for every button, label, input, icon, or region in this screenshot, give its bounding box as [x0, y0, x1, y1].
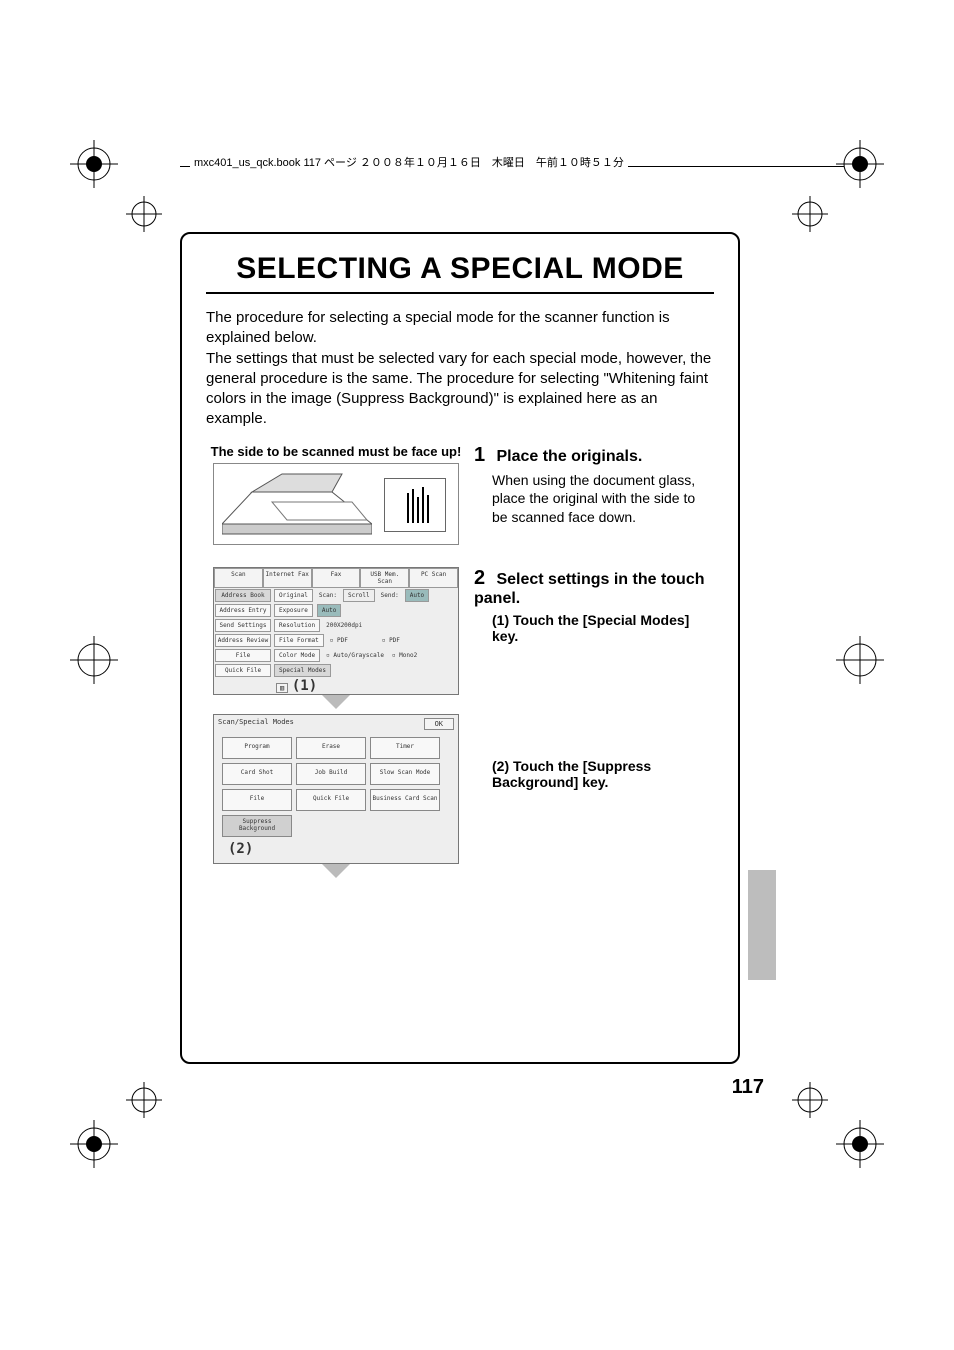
- scanner-figure: The side to be scanned must be face up!: [206, 444, 466, 545]
- reg-mark: [836, 1120, 884, 1168]
- arrow-down-icon: [206, 695, 466, 714]
- btn-file[interactable]: File: [215, 649, 271, 662]
- sheet-icon: [384, 478, 446, 532]
- reg-mark: [70, 636, 118, 684]
- tab-fax[interactable]: Fax: [312, 568, 361, 588]
- page-title: SELECTING A SPECIAL MODE: [206, 252, 714, 294]
- btn-address-book[interactable]: Address Book: [215, 589, 271, 602]
- opt-exposure[interactable]: Exposure: [274, 604, 313, 617]
- btn-suppress-background[interactable]: Suppress Background: [222, 815, 292, 837]
- reg-mark-small: [120, 1076, 168, 1124]
- step-1-row: The side to be scanned must be face up!: [206, 444, 714, 545]
- btn-card-shot[interactable]: Card Shot: [222, 763, 292, 785]
- ok-button[interactable]: OK: [424, 718, 454, 730]
- btn-auto[interactable]: Auto: [405, 589, 429, 602]
- reg-mark-small: [786, 190, 834, 238]
- btn-business-card-scan[interactable]: Business Card Scan: [370, 789, 440, 811]
- side-tab: [748, 870, 776, 980]
- preview-icon[interactable]: ▥: [276, 683, 288, 693]
- callout-1: (1): [292, 678, 317, 694]
- page: mxc401_us_qck.book 117 ページ ２００８年１０月１６日 木…: [0, 0, 954, 1350]
- lbl-send: Send:: [381, 592, 399, 599]
- touch-panel-main: Scan Internet Fax Fax USB Mem. Scan PC S…: [213, 567, 459, 695]
- tab-usb-mem-scan[interactable]: USB Mem. Scan: [360, 568, 409, 588]
- btn-program[interactable]: Program: [222, 737, 292, 759]
- opt-special-modes[interactable]: Special Modes: [274, 664, 331, 677]
- step-2-number: 2: [474, 567, 492, 590]
- page-number: 117: [732, 1076, 764, 1099]
- reg-mark-small: [120, 190, 168, 238]
- btn-job-build[interactable]: Job Build: [296, 763, 366, 785]
- step-2-heading: Select settings in the touch panel.: [474, 571, 704, 607]
- reg-mark: [70, 1120, 118, 1168]
- intro-text: The procedure for selecting a special mo…: [206, 308, 714, 430]
- callout-2: (2): [228, 841, 253, 857]
- btn-erase[interactable]: Erase: [296, 737, 366, 759]
- header-filename: mxc401_us_qck.book 117 ページ ２００８年１０月１６日 木…: [190, 154, 628, 170]
- scanner-illustration: [213, 463, 459, 545]
- content-frame: SELECTING A SPECIAL MODE The procedure f…: [180, 232, 740, 1064]
- tab-pc-scan[interactable]: PC Scan: [409, 568, 458, 588]
- val-cm2: ▫ Mono2: [392, 652, 417, 659]
- btn-address-review[interactable]: Address Review: [215, 634, 271, 647]
- val-resolution: 200X200dpi: [326, 622, 362, 629]
- step-1-number: 1: [474, 444, 492, 467]
- arrow-down-icon: [206, 864, 466, 883]
- lbl-scan: Scan:: [319, 592, 337, 599]
- step-2-row: Scan Internet Fax Fax USB Mem. Scan PC S…: [206, 567, 714, 883]
- reg-mark: [836, 636, 884, 684]
- btn-quick-file2[interactable]: Quick File: [296, 789, 366, 811]
- opt-color-mode[interactable]: Color Mode: [274, 649, 320, 662]
- val-ff-pdf2: ▫ PDF: [382, 637, 400, 644]
- val-exposure[interactable]: Auto: [317, 604, 341, 617]
- step-2-sub1: (1) Touch the [Special Modes] key.: [492, 612, 714, 644]
- faceup-caption: The side to be scanned must be face up!: [206, 444, 466, 459]
- tab-internet-fax[interactable]: Internet Fax: [263, 568, 312, 588]
- tab-scan[interactable]: Scan: [214, 568, 263, 588]
- btn-slow-scan-mode[interactable]: Slow Scan Mode: [370, 763, 440, 785]
- val-cm1: ▫ Auto/Grayscale: [326, 652, 384, 659]
- step-2-sub2: (2) Touch the [Suppress Background] key.: [492, 758, 714, 790]
- btn-timer[interactable]: Timer: [370, 737, 440, 759]
- val-ff-pdf1: ▫ PDF: [330, 637, 348, 644]
- panel2-title: Scan/Special Modes: [218, 718, 294, 730]
- btn-address-entry[interactable]: Address Entry: [215, 604, 271, 617]
- opt-original[interactable]: Original: [274, 589, 313, 602]
- reg-mark: [70, 140, 118, 188]
- btn-file2[interactable]: File: [222, 789, 292, 811]
- opt-file-format[interactable]: File Format: [274, 634, 324, 647]
- btn-quick-file[interactable]: Quick File: [215, 664, 271, 677]
- reg-mark: [836, 140, 884, 188]
- step-1-body: When using the document glass, place the…: [492, 471, 714, 528]
- reg-mark-small: [786, 1076, 834, 1124]
- scroll-field[interactable]: Scroll: [343, 589, 375, 602]
- touch-panel-special-modes: Scan/Special Modes OK Program Erase Time…: [213, 714, 459, 864]
- opt-resolution[interactable]: Resolution: [274, 619, 320, 632]
- printer-icon: [222, 472, 372, 536]
- btn-send-settings[interactable]: Send Settings: [215, 619, 271, 632]
- step-1-heading: Place the originals.: [496, 448, 642, 465]
